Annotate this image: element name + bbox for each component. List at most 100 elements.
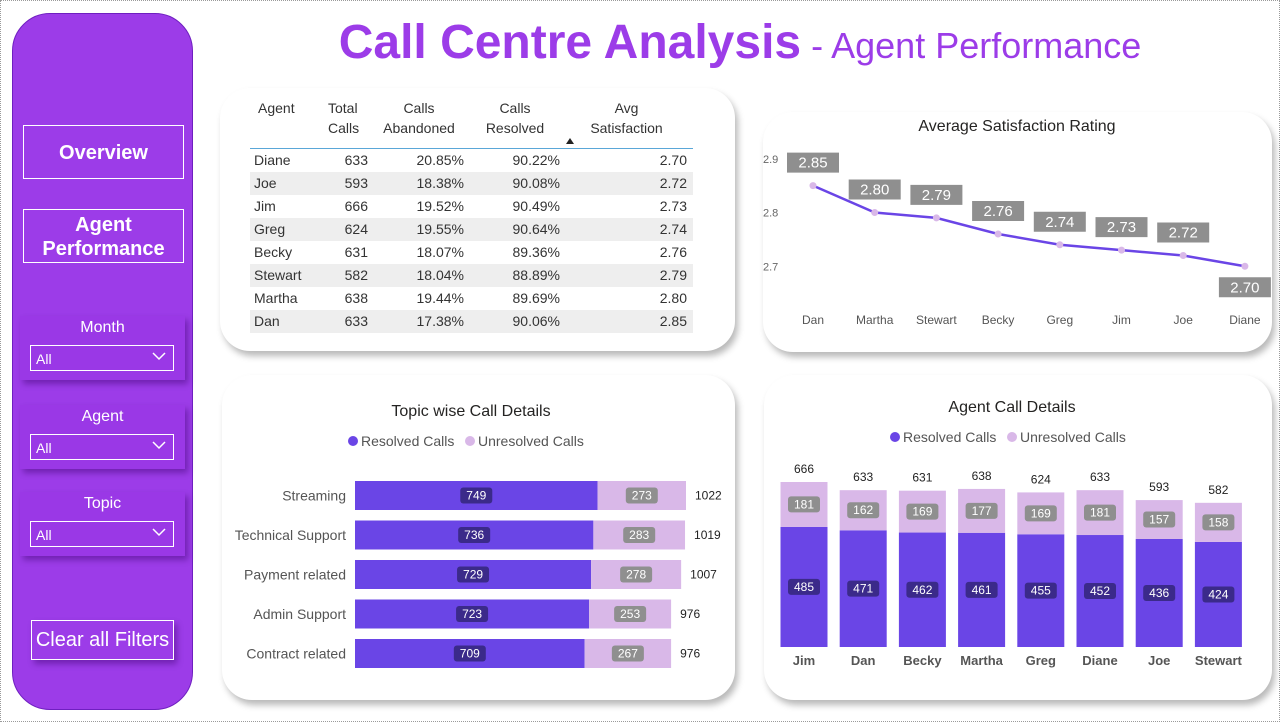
table-row[interactable]: Joe 593 18.38% 90.08% 2.72 xyxy=(250,171,693,195)
bar-label-box xyxy=(965,502,998,519)
bar-label-unresolved: 278 xyxy=(626,568,646,582)
page-title-main: Call Centre Analysis xyxy=(338,16,802,69)
table-cell: Martha xyxy=(254,290,298,306)
table-cell: 2.85 xyxy=(659,313,687,329)
bar-label-box xyxy=(847,580,880,597)
page-title-sub: - Agent Performance xyxy=(801,25,1142,66)
bar-label-unresolved: 267 xyxy=(618,647,638,661)
chart-title: Topic wise Call Details xyxy=(391,403,550,420)
table-cell: 90.08% xyxy=(512,175,560,191)
bar-label-box xyxy=(1084,583,1116,600)
data-label-box xyxy=(1033,211,1086,232)
table-cell: Stewart xyxy=(254,267,302,283)
data-point xyxy=(1179,252,1187,259)
topic-dropdown[interactable]: All xyxy=(30,521,174,547)
agent-dropdown-value: All xyxy=(36,440,52,456)
data-label-box xyxy=(848,179,901,200)
sidebar: Overview Agent Performance Month All Age… xyxy=(12,13,193,710)
table-row[interactable]: Stewart 582 18.04% 88.89% 2.79 xyxy=(250,263,693,287)
agent-filter-label: Agent xyxy=(81,408,124,425)
agent-stats-table-card: Agent Total Calls Calls Abandoned Calls Res… xyxy=(220,88,735,351)
col-calls-abandoned-header[interactable]: Calls Abandoned xyxy=(383,100,455,136)
overview-nav-button[interactable]: Overview xyxy=(23,125,184,179)
table-row[interactable]: Martha 638 19.44% 89.69% 2.80 xyxy=(250,287,693,310)
avg-satisfaction-card: Average Satisfaction Rating 2.9 2.8 2.7 2.85… xyxy=(763,112,1272,352)
bar-label-box xyxy=(1202,514,1235,531)
data-point xyxy=(1056,241,1064,249)
x-tick-label: Jim xyxy=(793,653,815,668)
table-cell: Becky xyxy=(254,244,293,260)
data-label-box xyxy=(1157,222,1210,243)
data-point xyxy=(809,182,817,190)
x-tick-label: Stewart xyxy=(916,313,957,327)
bar-label-unresolved: 181 xyxy=(794,497,814,511)
month-dropdown[interactable]: All xyxy=(30,345,174,371)
table-cell: 17.38% xyxy=(416,313,464,329)
col-calls-resolved-header[interactable]: Calls Resolved xyxy=(485,100,545,136)
x-tick-label: Martha xyxy=(960,653,1003,668)
table-cell: 20.85% xyxy=(416,152,464,169)
bar-label-resolved: 736 xyxy=(464,528,484,542)
x-tick-label: Diane xyxy=(1082,653,1117,668)
data-label: 2.72 xyxy=(1169,225,1198,242)
legend-marker-unresolved xyxy=(1007,432,1017,442)
table-cell: 638 xyxy=(344,290,368,306)
data-label-box xyxy=(972,201,1025,221)
table-row[interactable]: Dan 633 17.38% 90.06% 2.85 xyxy=(250,309,693,333)
bar-total-label: 1007 xyxy=(690,568,717,582)
table-cell: 19.55% xyxy=(416,221,464,237)
bar-label-resolved: 749 xyxy=(466,489,486,503)
agent-dropdown[interactable]: All xyxy=(30,434,174,460)
data-label: 2.85 xyxy=(798,155,827,172)
bar-total-label: 1019 xyxy=(694,528,721,542)
x-tick-label: Dan xyxy=(802,313,824,327)
table-cell: 18.04% xyxy=(416,267,464,283)
chevron-down-icon xyxy=(152,441,166,450)
legend-marker-resolved xyxy=(890,432,900,442)
month-dropdown-value: All xyxy=(36,351,52,367)
topic-dropdown-value: All xyxy=(36,527,52,543)
x-tick-label: Joe xyxy=(1148,653,1170,668)
bar-total-label: 593 xyxy=(1149,480,1169,494)
col-total-calls-header[interactable]: Total Calls xyxy=(328,100,360,136)
bar-total-label: 633 xyxy=(853,470,873,484)
data-point xyxy=(871,209,879,216)
bar-label-unresolved: 162 xyxy=(853,503,873,517)
table-row[interactable]: Jim 666 19.52% 90.49% 2.73 xyxy=(250,195,693,218)
data-label-box xyxy=(1218,277,1271,298)
bar-label-box xyxy=(457,566,490,583)
legend-resolved: Resolved Calls xyxy=(361,433,454,449)
sort-ascending-icon[interactable] xyxy=(566,138,574,144)
clear-all-filters-button[interactable]: Clear all Filters xyxy=(31,620,174,660)
bar-label-unresolved: 169 xyxy=(912,505,932,519)
bar-label-unresolved: 157 xyxy=(1149,513,1169,527)
table-row[interactable]: Diane 633 20.85% 90.22% 2.70 xyxy=(250,149,693,172)
table-cell: Jim xyxy=(254,198,276,214)
table-cell: 89.69% xyxy=(512,290,560,306)
x-tick-label: Becky xyxy=(982,313,1015,327)
bar-label-resolved: 452 xyxy=(1090,584,1110,598)
table-row[interactable]: Becky 631 18.07% 89.36% 2.76 xyxy=(250,241,693,264)
table-cell: 90.49% xyxy=(512,198,560,214)
table-cell: Joe xyxy=(254,175,277,191)
chart-title: Agent Call Details xyxy=(948,399,1075,416)
agent-performance-nav-button[interactable]: Agent Performance xyxy=(23,209,184,263)
table-row[interactable]: Greg 624 19.55% 90.64% 2.74 xyxy=(250,217,693,241)
table-cell: 19.44% xyxy=(416,290,464,306)
y-tick-label: 2.7 xyxy=(763,261,778,273)
table-cell: 2.73 xyxy=(659,198,687,214)
data-label: 2.74 xyxy=(1045,214,1074,231)
chart-title: Average Satisfaction Rating xyxy=(918,118,1115,135)
chevron-down-icon xyxy=(152,528,166,537)
col-avg-satisfaction-header[interactable]: Avg Satisfaction xyxy=(590,100,663,136)
agent-call-details-chart: Agent Call Details Resolved Calls Unresolv… xyxy=(780,399,1243,668)
legend-unresolved: Unresolved Calls xyxy=(1020,429,1126,445)
bar-label-box xyxy=(1143,511,1176,528)
col-agent-header[interactable]: Agent xyxy=(258,100,295,116)
bar-label-box xyxy=(460,487,493,504)
chevron-down-icon xyxy=(152,352,166,361)
table-cell: 2.80 xyxy=(659,290,687,306)
table-cell: 666 xyxy=(344,198,368,214)
bar-label-box xyxy=(1024,505,1057,522)
bar-label-resolved: 471 xyxy=(853,582,873,596)
